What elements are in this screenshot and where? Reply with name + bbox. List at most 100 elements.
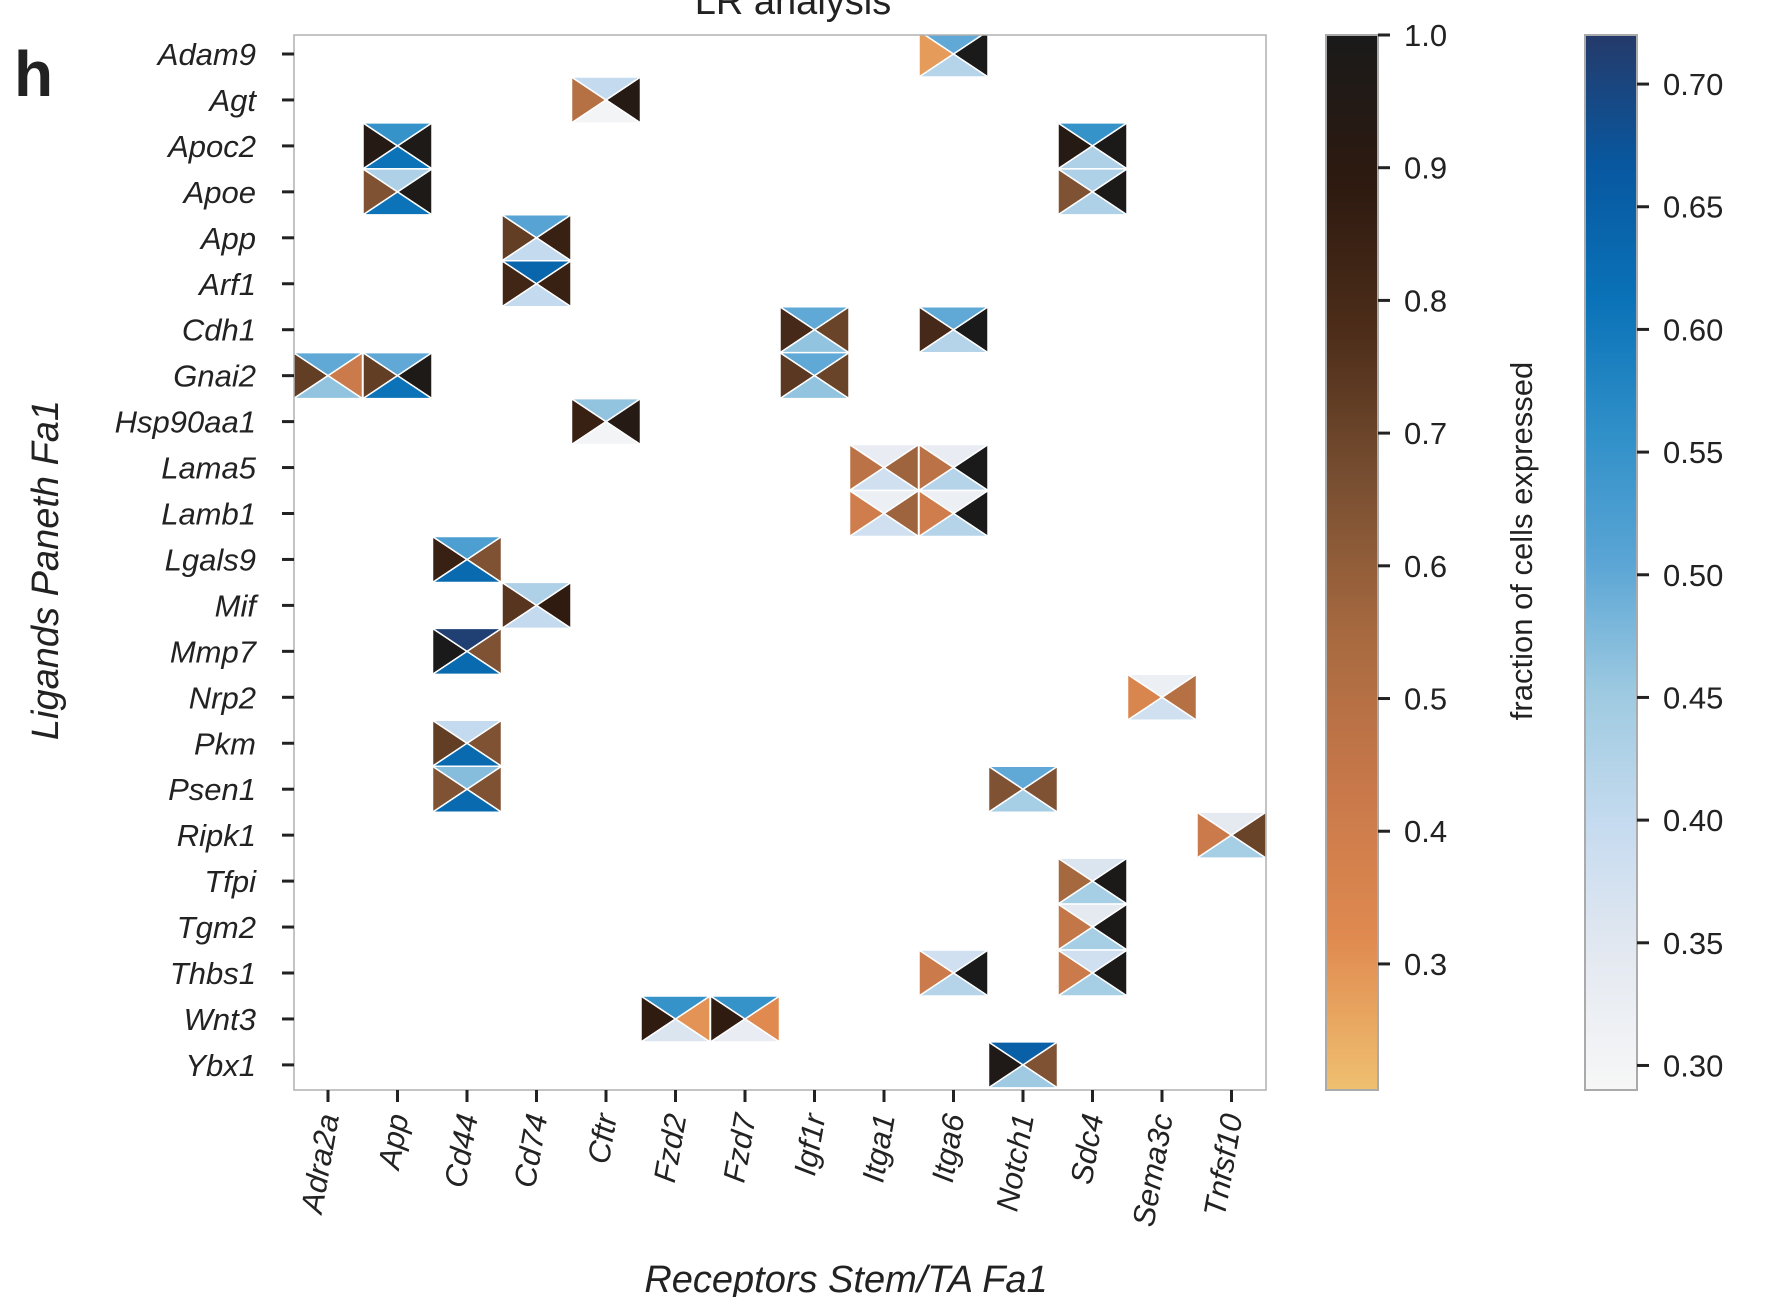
cell-bottom-triangle (638, 1018, 713, 1043)
cell-top-triangle (569, 76, 643, 101)
colorbar-tick-label: 0.50 (1663, 558, 1723, 593)
cell-top-triangle (430, 535, 504, 561)
colorbar-tick-label: 0.8 (1404, 283, 1447, 318)
cell-Thbs1-Sdc4 (1055, 948, 1130, 998)
cell-Pkm-Cd44 (430, 718, 504, 768)
cell-top-triangle (916, 443, 991, 469)
cell-Mif-Cd74 (499, 580, 574, 630)
cell-bottom-triangle (499, 604, 574, 630)
y-tick-label: Psen1 (168, 772, 256, 807)
cell-top-triangle (360, 351, 435, 377)
cell-top-triangle (638, 995, 713, 1020)
cell-Ripk1-Tnfsf10 (1194, 810, 1266, 860)
colorbar-fraction-label: fraction of cells expressed (1504, 362, 1539, 720)
colorbar-gradient (1325, 34, 1379, 1091)
cell-App-Cd74 (499, 213, 574, 263)
cell-top-triangle (430, 765, 504, 791)
cell-bottom-triangle (916, 328, 991, 354)
cell-Psen1-Notch1 (986, 764, 1060, 814)
cell-top-triangle (1055, 949, 1130, 974)
x-axis: Adra2a App Cd44 Cd74 Cftr Fzd2 Fzd7 Igf1r Itga1 I… (294, 1090, 1249, 1230)
cell-top-triangle (499, 214, 574, 239)
y-tick-label: App (199, 221, 256, 256)
x-tick-label: Igf1r (787, 1109, 833, 1178)
y-tick-label: Tgm2 (177, 910, 256, 945)
cell-Wnt3-Fzd2 (638, 994, 713, 1044)
y-tick-label: Thbs1 (170, 956, 256, 991)
colorbar-tick-label: 0.4 (1404, 814, 1447, 849)
cell-bottom-triangle (430, 650, 504, 676)
colorbar-tick-label: 0.70 (1663, 67, 1723, 102)
x-tick-label: App (371, 1111, 415, 1173)
cell-top-triangle (569, 397, 643, 423)
cell-top-triangle (847, 489, 921, 515)
x-tick-label: Sema3c (1126, 1111, 1180, 1230)
cell-Arf1-Cd74 (499, 259, 574, 309)
cell-Psen1-Cd44 (430, 764, 504, 814)
cell-Lamb1-Itga1 (847, 489, 921, 538)
y-tick-label: Lamb1 (161, 497, 256, 532)
cell-top-triangle (1055, 168, 1130, 193)
cell-top-triangle (777, 305, 852, 331)
cell-top-triangle (916, 949, 991, 974)
y-axis-title: Ligands Paneth Fa1 (25, 400, 67, 740)
cell-bottom-triangle (569, 420, 643, 446)
colorbar-tick-label: 0.60 (1663, 312, 1723, 347)
cell-Cdh1-Itga6 (916, 305, 991, 355)
cell-top-triangle (1194, 811, 1266, 837)
y-tick-label: Agt (207, 83, 257, 118)
cell-top-triangle (986, 765, 1060, 791)
y-tick-label: Ripk1 (177, 818, 256, 853)
cell-top-triangle (916, 489, 991, 515)
cell-Lama5-Itga1 (847, 443, 921, 492)
x-tick-label: Itga1 (855, 1111, 901, 1185)
cell-bottom-triangle (294, 374, 365, 400)
colorbar-tick-label: 0.6 (1404, 549, 1447, 584)
x-tick-label: Notch1 (989, 1111, 1041, 1214)
y-tick-label: Apoc2 (166, 129, 256, 164)
cell-bottom-triangle (986, 1063, 1060, 1089)
cell-top-triangle (430, 627, 504, 653)
x-tick-label: Cd44 (438, 1111, 485, 1190)
cell-Ybx1-Notch1 (986, 1040, 1060, 1090)
x-axis-title: Receptors Stem/TA Fa1 (644, 1259, 1047, 1297)
y-tick-label: Tfpi (204, 864, 257, 899)
colorbar-tick-label: 0.7 (1404, 416, 1447, 451)
cell-bottom-triangle (708, 1018, 782, 1043)
cell-Apoc2-Sdc4 (1055, 121, 1130, 171)
y-tick-label: Adam9 (156, 37, 256, 72)
cell-Tgm2-Sdc4 (1055, 902, 1130, 952)
cell-bottom-triangle (1055, 972, 1130, 997)
cell-Mmp7-Cd44 (430, 626, 504, 676)
y-tick-label: Ybx1 (185, 1048, 256, 1083)
cell-Lama5-Itga6 (916, 443, 991, 492)
x-tick-label: Itga6 (925, 1110, 972, 1185)
cell-top-triangle (923, 35, 984, 55)
y-tick-label: Pkm (194, 726, 256, 761)
y-tick-label: Mif (215, 588, 260, 623)
cell-top-triangle (499, 581, 574, 607)
cell-Gnai2-Adra2a (294, 351, 365, 401)
cell-bottom-triangle (430, 558, 504, 584)
cell-Apoe-Sdc4 (1055, 167, 1130, 217)
cell-bottom-triangle (360, 190, 435, 216)
cell-bottom-triangle (569, 99, 643, 124)
colorbar-tick-label: 1.0 (1404, 18, 1447, 53)
x-tick-label: Fzd7 (716, 1109, 763, 1185)
cell-top-triangle (708, 995, 782, 1020)
colorbar-tick-label: 0.35 (1663, 926, 1723, 961)
chart-title: LR analysis (695, 0, 891, 23)
cell-bottom-triangle (1194, 834, 1266, 859)
cell-top-triangle (360, 168, 435, 193)
heatmap-cells (294, 35, 1266, 1090)
cell-top-triangle (294, 351, 365, 377)
cell-Adam9-Itga6 (916, 35, 991, 79)
cell-top-triangle (499, 260, 574, 285)
cell-top-triangle (1055, 857, 1130, 883)
cell-bottom-triangle (986, 788, 1060, 813)
plot-frame (293, 34, 1267, 1091)
colorbar-tick-label: 0.40 (1663, 803, 1723, 838)
cell-bottom-triangle (1055, 190, 1130, 216)
colorbar-blue: 0.30 0.35 0.40 0.45 0.50 0.55 0.60 0.65 0.70 (1584, 34, 1723, 1091)
